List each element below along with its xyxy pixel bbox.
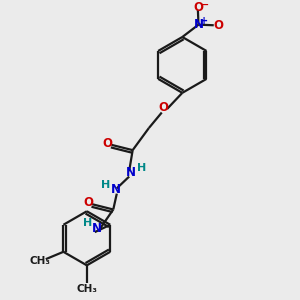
Text: +: + <box>200 16 208 26</box>
Text: O: O <box>158 101 168 114</box>
Text: O: O <box>213 19 223 32</box>
Text: H: H <box>137 163 146 173</box>
Text: N: N <box>194 18 203 31</box>
Text: CH₃: CH₃ <box>29 256 50 266</box>
Text: N: N <box>111 183 121 196</box>
Text: −: − <box>200 0 209 10</box>
Text: O: O <box>193 1 203 14</box>
Text: N: N <box>92 221 101 235</box>
Text: H: H <box>101 180 110 190</box>
Text: H: H <box>83 218 92 228</box>
Text: N: N <box>126 166 136 179</box>
Text: CH₃: CH₃ <box>76 284 97 294</box>
Text: O: O <box>103 136 113 150</box>
Text: O: O <box>83 196 93 209</box>
